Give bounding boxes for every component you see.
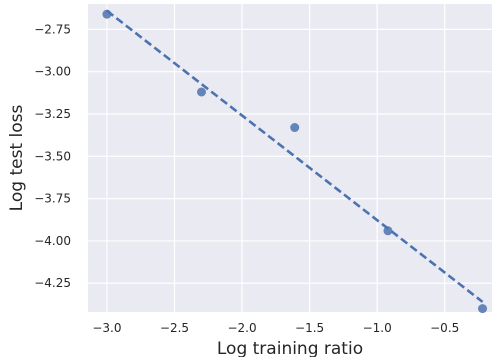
x-tick-label: −0.5: [430, 321, 459, 335]
y-axis-label: Log test loss: [7, 105, 27, 212]
x-grid-lines: [106, 4, 446, 312]
x-tick-label: −3.0: [92, 321, 121, 335]
data-point: [102, 9, 112, 19]
x-tick-label: −2.0: [227, 321, 256, 335]
data-point: [290, 123, 300, 133]
y-tick-label: −3.00: [34, 65, 71, 79]
y-tick-label: −2.75: [34, 22, 71, 36]
fit-line: [106, 9, 484, 303]
data-point: [478, 304, 488, 314]
data-point: [196, 87, 206, 97]
x-tick-label: −1.5: [295, 321, 324, 335]
y-tick-label: −3.75: [34, 192, 71, 206]
y-tick-label: −3.25: [34, 107, 71, 121]
y-tick-label: −4.00: [34, 234, 71, 248]
y-tick-label: −4.25: [34, 276, 71, 290]
data-points: [102, 9, 488, 314]
y-tick-label: −3.50: [34, 149, 71, 163]
y-grid-lines: [88, 28, 492, 284]
y-tick-labels: −2.75 −3.00 −3.25 −3.50 −3.75 −4.00 −4.25: [34, 22, 71, 290]
x-axis-label: Log training ratio: [217, 339, 363, 357]
x-tick-label: −1.0: [363, 321, 392, 335]
plot-background: [88, 4, 492, 312]
data-point: [383, 226, 393, 236]
x-tick-labels: −3.0 −2.5 −2.0 −1.5 −1.0 −0.5: [92, 321, 459, 335]
x-tick-label: −2.5: [160, 321, 189, 335]
